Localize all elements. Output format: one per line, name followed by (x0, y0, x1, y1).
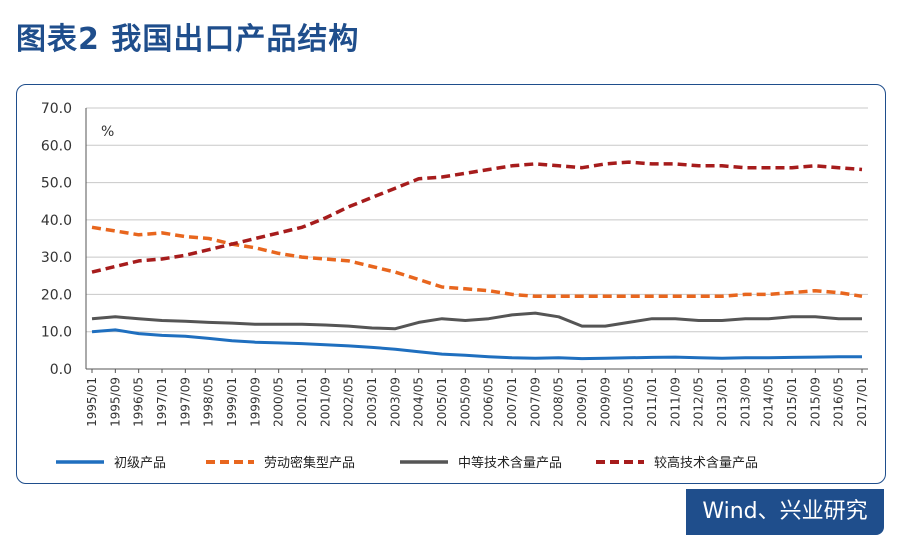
x-tick-label: 2009/09 (598, 377, 612, 427)
x-tick-label: 2004/05 (412, 377, 426, 427)
x-tick-label: 2010/05 (622, 377, 636, 427)
y-tick-label: 50.0 (41, 176, 72, 192)
legend: 初级产品 劳动密集型产品 中等技术含量产品 较高技术含量产品 (56, 455, 758, 471)
x-tick-label: 2005/09 (458, 377, 472, 427)
x-tick-label: 2009/01 (575, 377, 589, 427)
series-line (91, 225, 863, 299)
x-tick-label: 2003/09 (388, 377, 402, 427)
x-tick-label: 2007/01 (505, 377, 519, 427)
grid-lines (86, 107, 868, 370)
x-tick-label: 1998/05 (202, 377, 216, 427)
x-axis: 1995/01 1995/09 1996/05 1997/01 1997/09 1998/… (85, 369, 869, 427)
x-tick-label: 2016/05 (832, 377, 846, 427)
x-tick-label: 1997/01 (155, 377, 169, 427)
x-tick-label: 2012/05 (692, 377, 706, 427)
x-tick-label: 1999/01 (225, 377, 239, 427)
x-tick-label: 2013/01 (715, 377, 729, 427)
x-tick-label: 2011/01 (645, 377, 659, 427)
x-tick-label: 1999/09 (248, 377, 262, 427)
unit-label: % (101, 124, 114, 140)
x-tick-label: 2002/05 (342, 377, 356, 427)
x-tick-label: 2015/09 (808, 377, 822, 427)
x-tick-label: 2000/05 (272, 377, 286, 427)
y-tick-label: 10.0 (41, 325, 72, 341)
x-tick-label: 2017/01 (855, 377, 869, 427)
y-tick-label: 0.0 (50, 362, 72, 378)
x-tick-label: 2011/09 (668, 377, 682, 427)
x-tick-label: 2008/05 (552, 377, 566, 427)
y-tick-label: 30.0 (41, 250, 72, 266)
legend-label: 劳动密集型产品 (264, 455, 355, 471)
page-title: 图表2 我国出口产品结构 (16, 22, 360, 57)
x-tick-label: 2001/01 (295, 377, 309, 427)
x-tick-label: 1995/01 (85, 377, 99, 427)
x-tick-label: 1996/05 (132, 377, 146, 427)
x-tick-label: 1995/09 (108, 377, 122, 427)
series-line (91, 160, 863, 274)
y-tick-label: 40.0 (41, 213, 72, 229)
y-tick-label: 60.0 (41, 138, 72, 154)
x-tick-label: 2013/09 (738, 377, 752, 427)
x-tick-label: 2015/01 (785, 377, 799, 427)
legend-label: 初级产品 (114, 456, 166, 471)
y-tick-label: 70.0 (41, 101, 72, 117)
x-tick-label: 2007/09 (528, 377, 542, 427)
x-tick-label: 2001/09 (318, 377, 332, 427)
x-tick-label: 2003/01 (365, 377, 379, 427)
x-tick-label: 2006/05 (482, 377, 496, 427)
source-label: Wind、兴业研究 (686, 489, 884, 535)
legend-label: 较高技术含量产品 (654, 455, 758, 471)
legend-label: 中等技术含量产品 (458, 455, 562, 471)
series-lines (91, 160, 863, 361)
series-line (91, 328, 862, 361)
series-line (91, 311, 862, 331)
x-tick-label: 2005/01 (435, 377, 449, 427)
x-tick-label: 1997/09 (178, 377, 192, 427)
chart-frame (16, 84, 886, 484)
y-axis: 0.0 10.0 20.0 30.0 40.0 50.0 60.0 70.0 (41, 101, 87, 378)
y-tick-label: 20.0 (41, 287, 72, 303)
x-tick-label: 2014/05 (762, 377, 776, 427)
